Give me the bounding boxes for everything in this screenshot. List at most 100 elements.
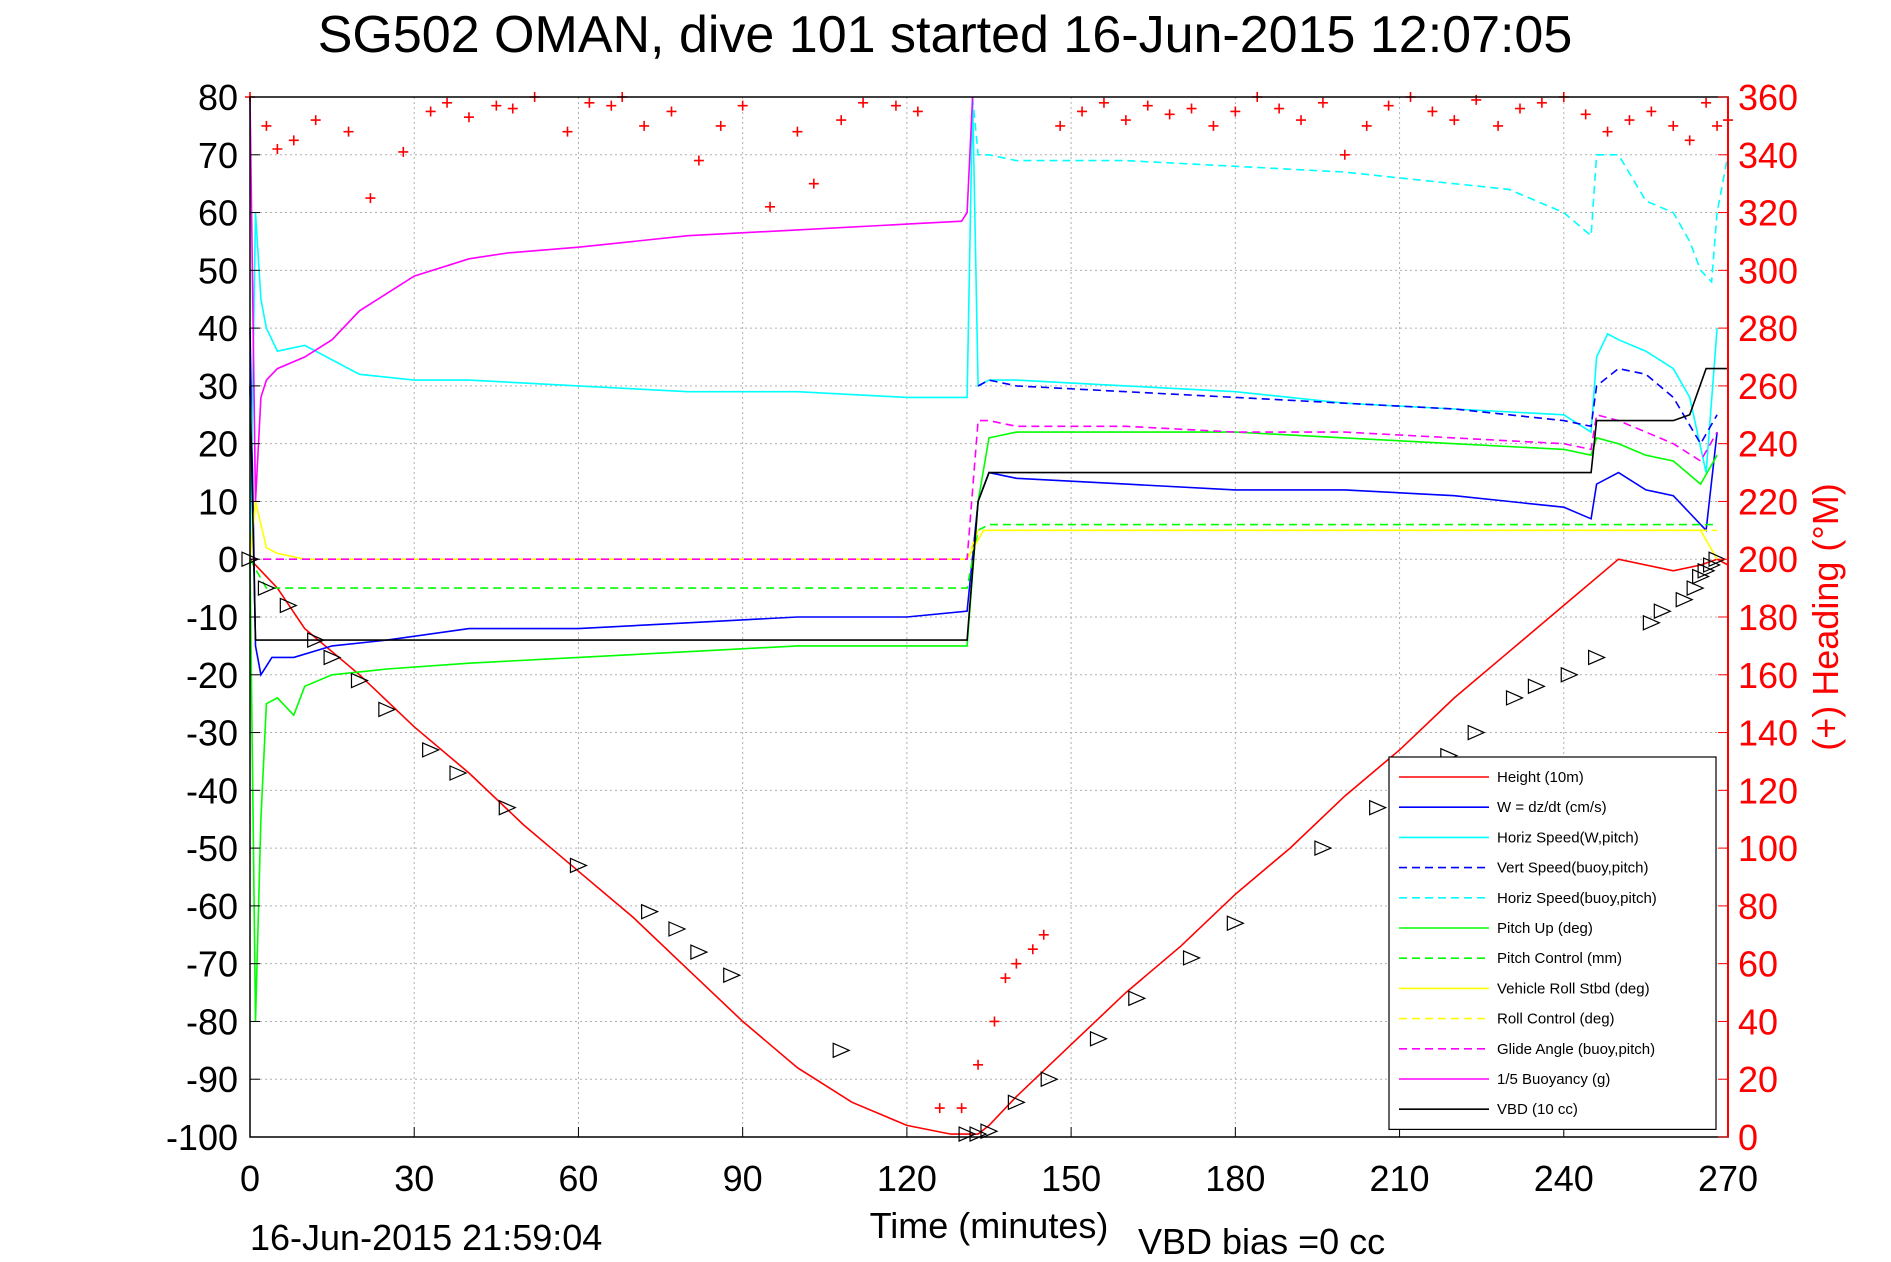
legend-label: VBD (10 cc) [1497,1101,1578,1118]
height-marker [1675,591,1694,608]
heading-point [491,100,502,111]
y-left-tick-label: 0 [218,539,238,580]
legend-label: Height (10m) [1497,769,1584,786]
tick-layer: 0 30 60 90 120 150 180 210 240 270 80 70 60 50 40 30 20 1… [166,77,1798,1199]
heading-point [1038,929,1049,940]
series-line [250,529,1718,561]
height-marker [1527,678,1546,695]
height-marker [1128,990,1147,1007]
right-axis-label: (+) Heading (°M) [1805,483,1846,750]
heading-point [1317,97,1328,108]
x-axis-label: Time (minutes) [870,1205,1109,1246]
height-marker [1588,649,1607,666]
y-left-tick-label: -40 [186,770,238,811]
footer-timestamp: 16-Jun-2015 21:59:04 [250,1217,602,1258]
x-tick-label: 210 [1370,1158,1430,1199]
heading-point [934,1103,945,1114]
heading-point [1230,106,1241,117]
heading-point [1712,120,1723,131]
height-marker [1369,799,1388,816]
heading-point [1208,120,1219,131]
heading-point [1668,120,1679,131]
heading-point [912,106,923,117]
y-left-tick-label: -60 [186,886,238,927]
y-left-tick-label: -80 [186,1001,238,1042]
y-right-tick-label: 60 [1738,944,1778,985]
heading-point [1027,944,1038,955]
height-marker [350,672,369,689]
series-line [977,367,1718,446]
y-left-tick-label: 70 [198,135,238,176]
height-marker [1007,1094,1026,1111]
height-marker [1226,915,1245,932]
heading-point [1624,115,1635,126]
footer-vbd-bias: VBD bias =0 cc [1138,1221,1385,1262]
y-right-tick-label: 120 [1738,770,1798,811]
y-left-tick-label: -50 [186,828,238,869]
height-marker [1697,562,1716,579]
legend-label: Roll Control (deg) [1497,1011,1615,1028]
heading-point [890,100,901,111]
y-left-tick-label: -90 [186,1059,238,1100]
heading-point [1296,115,1307,126]
height-marker [378,701,397,718]
heading-point [1164,109,1175,120]
y-right-tick-label: 140 [1738,713,1798,754]
heading-point [836,115,847,126]
heading-point [1186,103,1197,114]
heading-point [808,178,819,189]
heading-point [973,1059,984,1070]
series-line [249,367,1728,641]
series-line [249,558,1729,1135]
y-left-tick-label: 40 [198,308,238,349]
heading-point [1646,106,1657,117]
y-right-tick-label: 260 [1738,366,1798,407]
heading-point [1602,126,1613,137]
y-left-tick-label: 30 [198,366,238,407]
legend-label: Vert Speed(buoy,pitch) [1497,860,1648,877]
y-left-tick-label: 50 [198,250,238,291]
y-left-tick-label: -10 [186,597,238,638]
heading-point [956,1103,967,1114]
y-left-tick-label: 80 [198,77,238,118]
legend-label: W = dz/dt (cm/s) [1497,799,1607,816]
height-marker [422,741,441,758]
x-tick-label: 0 [240,1158,260,1199]
heading-point [1000,973,1011,984]
legend-label: Pitch Control (mm) [1497,950,1622,967]
y-right-tick-label: 80 [1738,886,1778,927]
height-marker [1708,551,1727,568]
height-marker [307,632,326,649]
heading-point [507,103,518,114]
y-left-tick-label: 10 [198,481,238,522]
heading-point [715,120,726,131]
heading-point [639,120,650,131]
heading-point [463,112,474,123]
series-line [250,413,1718,561]
x-tick-label: 90 [723,1158,763,1199]
heading-point [606,100,617,111]
height-marker [498,799,517,816]
series-line [249,523,1718,589]
y-right-tick-label: 300 [1738,250,1798,291]
legend-label: Vehicle Roll Stbd (deg) [1497,980,1650,997]
y-right-tick-label: 0 [1738,1117,1758,1158]
y-right-tick-label: 280 [1738,308,1798,349]
y-right-tick-label: 360 [1738,77,1798,118]
heading-point [1274,103,1285,114]
heading-point [562,126,573,137]
height-marker [723,967,742,984]
y-right-tick-label: 200 [1738,539,1798,580]
y-left-tick-label: 60 [198,193,238,234]
y-left-tick-label: -20 [186,655,238,696]
height-marker [1653,603,1672,620]
y-right-tick-label: 20 [1738,1059,1778,1100]
heading-point [1361,120,1372,131]
heading-point [737,100,748,111]
series-line [971,96,1729,284]
y-right-tick-label: 240 [1738,424,1798,465]
heading-point [310,115,321,126]
x-tick-label: 120 [877,1158,937,1199]
heading-point [1580,109,1591,120]
